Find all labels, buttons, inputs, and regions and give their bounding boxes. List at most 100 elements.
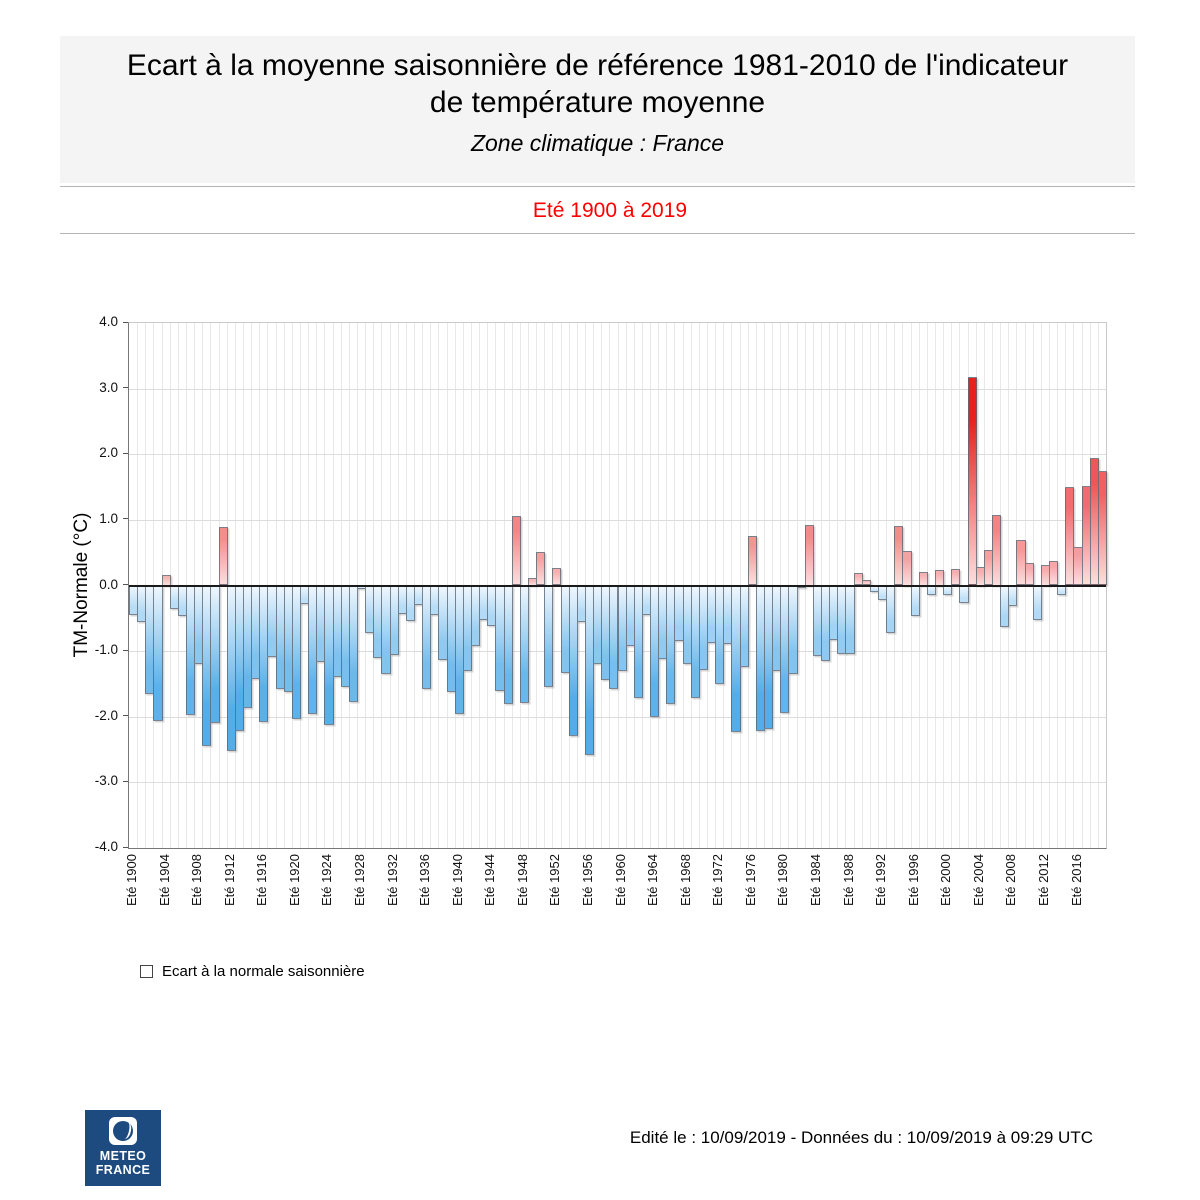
horizontal-gridline [129,519,1106,521]
logo-text-meteo: METEO [99,1149,147,1163]
y-tick-mark [123,780,128,782]
x-tick-label-1900: Eté 1900 [124,854,140,907]
bar-1948 [519,585,529,703]
y-tick-mark [123,321,128,323]
bar-2002 [959,585,969,604]
x-tick-label-1916: Eté 1916 [254,854,270,907]
bar-2011 [1032,585,1042,620]
bar-2001 [951,569,961,586]
bar-1998 [926,585,936,596]
bar-2014 [1057,585,1067,595]
x-tick-label-1996: Eté 1996 [905,854,921,907]
x-tick-label-1940: Eté 1940 [449,854,465,907]
x-tick-label-1980: Eté 1980 [775,854,791,907]
x-tick-label-1952: Eté 1952 [547,854,563,907]
title-block: Ecart à la moyenne saisonnière de référe… [60,36,1135,183]
x-tick-label-1944: Eté 1944 [482,854,498,907]
x-tick-label-1932: Eté 1932 [384,854,400,907]
bar-2006 [992,514,1002,586]
bar-2000 [943,585,953,595]
bar-1946 [503,585,513,704]
legend-checkbox-icon [140,965,153,978]
legend: Ecart à la normale saisonnière [140,963,365,980]
x-tick-label-1912: Eté 1912 [221,854,237,907]
bar-2019 [1097,471,1107,586]
y-tick-mark [123,715,128,717]
bar-1983 [804,525,814,586]
x-tick-label-2004: Eté 2004 [970,854,986,907]
bar-1903 [153,585,163,721]
bar-1947 [511,515,521,586]
x-tick-label-1904: Eté 1904 [156,854,172,907]
bar-1999 [935,569,945,586]
x-tick-label-1972: Eté 1972 [710,854,726,907]
horizontal-gridline [129,454,1106,456]
bar-1981 [788,585,798,675]
y-tick-label: -2.0 [94,707,118,723]
y-tick-label: 2.0 [99,445,118,461]
bar-1951 [544,585,554,688]
bar-2003 [967,377,977,586]
bar-1975 [739,585,749,667]
x-tick-label-1928: Eté 1928 [352,854,368,907]
x-tick-label-1924: Eté 1924 [319,854,335,907]
bar-1910 [210,585,220,723]
zero-line [129,584,1106,587]
bar-1976 [747,536,757,586]
logo-text-france: FRANCE [95,1163,151,1177]
x-tick-label-1964: Eté 1964 [645,854,661,907]
divider-bottom [60,233,1135,234]
y-tick-mark [123,846,128,848]
x-tick-label-2008: Eté 2008 [1003,854,1019,907]
x-tick-label-2000: Eté 2000 [938,854,954,907]
y-tick-label: -4.0 [94,839,118,854]
y-tick-label: 0.0 [99,576,118,592]
x-tick-label-1948: Eté 1948 [514,854,530,907]
x-tick-label-2012: Eté 2012 [1035,854,1051,907]
x-tick-label-1988: Eté 1988 [840,854,856,907]
bar-1950 [536,552,546,586]
bar-1911 [218,527,228,586]
divider-top [60,186,1135,187]
y-tick-label: -1.0 [94,642,118,658]
x-tick-label-1992: Eté 1992 [873,854,889,907]
page-title-line2: de température moyenne [429,86,766,119]
footer-edited-text: Edité le : 10/09/2019 - Données du : 10/… [629,1128,1093,1147]
plot-area [128,322,1107,849]
horizontal-gridline [129,782,1106,784]
y-tick-mark [123,518,128,520]
globe-icon [113,1121,133,1141]
legend-label: Ecart à la normale saisonnière [162,963,365,980]
y-tick-mark [123,387,128,389]
bar-2010 [1024,562,1034,586]
y-tick-label: 1.0 [99,510,118,526]
page-subtitle: Zone climatique : France [470,130,725,156]
y-tick-label: 3.0 [99,379,118,395]
bar-1988 [845,585,855,654]
y-tick-mark [123,584,128,585]
x-tick-label-1960: Eté 1960 [612,854,628,907]
x-tick-label-1956: Eté 1956 [580,854,595,907]
y-tick-label: 4.0 [99,314,118,329]
bar-2008 [1008,585,1018,606]
period-banner: Eté 1900 à 2019 [532,199,688,222]
x-tick-label-1968: Eté 1968 [677,854,693,907]
bar-1995 [902,551,912,586]
bar-1920 [291,585,301,719]
page-title-line1: Ecart à la moyenne saisonnière de référe… [126,49,1069,82]
bar-1993 [886,585,896,634]
horizontal-gridline [129,388,1106,390]
bar-1952 [552,568,562,586]
horizontal-gridline [129,716,1106,718]
meteo-france-logo: METEO FRANCE [85,1110,161,1186]
meteo-france-globe-icon [109,1117,137,1145]
x-tick-label-1976: Eté 1976 [742,854,758,907]
bar-1927 [348,585,358,703]
x-tick-label-1984: Eté 1984 [807,854,823,907]
y-tick-mark [123,452,128,454]
y-tick-mark [123,649,128,651]
bar-2013 [1049,560,1059,586]
bar-1996 [910,585,920,617]
x-tick-label-1920: Eté 1920 [286,854,302,907]
